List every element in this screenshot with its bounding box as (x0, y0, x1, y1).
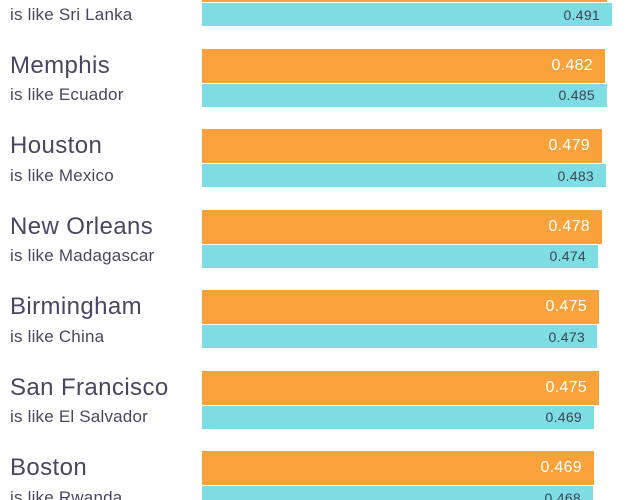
city-name: Houston (10, 132, 103, 159)
city-name: Boston (10, 454, 88, 481)
city-bar: 0.479 (202, 129, 602, 163)
comparison-row: Memphis is like Ecuador 0.482 0.485 (0, 48, 636, 107)
row-bars: 0.491 (202, 0, 612, 26)
row-bars: 0.475 0.473 (202, 290, 599, 348)
city-name: Memphis (10, 51, 111, 79)
comparison-row: is like Sri Lanka 0.491 (0, 0, 636, 26)
city-bar (202, 0, 607, 2)
city-value-label: 0.469 (540, 459, 582, 476)
city-bar: 0.478 (202, 209, 602, 244)
country-value-label: 0.483 (557, 167, 594, 184)
city-name: Birmingham (10, 293, 143, 320)
country-value-label: 0.474 (549, 248, 586, 264)
city-name: San Francisco (10, 373, 169, 401)
row-labels: Memphis is like Ecuador (10, 49, 200, 107)
country-value-label: 0.468 (544, 489, 581, 500)
country-bar: 0.474 (202, 244, 598, 268)
country-bar: 0.483 (202, 164, 606, 187)
comparison-row: Houston is like Mexico 0.479 0.483 (0, 129, 636, 187)
city-bar: 0.469 (202, 451, 594, 485)
row-labels: Boston is like Rwanda (10, 451, 200, 500)
row-labels: New Orleans is like Madagascar (10, 210, 200, 268)
row-bars: 0.479 0.483 (202, 129, 606, 187)
comparison-row: San Francisco is like El Salvador 0.475 … (0, 370, 636, 429)
city-value-label: 0.475 (545, 298, 587, 315)
comparison-label: is like Ecuador (10, 85, 124, 104)
country-bar: 0.485 (202, 83, 607, 107)
row-bars: 0.469 0.468 (202, 451, 594, 500)
country-value-label: 0.473 (548, 328, 585, 345)
city-name: New Orleans (10, 212, 154, 240)
city-name (10, 0, 200, 2)
city-value-label: 0.479 (548, 137, 590, 154)
city-bar: 0.475 (202, 290, 599, 324)
country-bar: 0.473 (202, 325, 597, 348)
comparison-label: is like China (10, 326, 105, 346)
row-labels: Houston is like Mexico (10, 129, 200, 187)
row-bars: 0.475 0.469 (202, 370, 599, 429)
comparison-row: New Orleans is like Madagascar 0.478 0.4… (0, 209, 636, 268)
comparison-label: is like Madagascar (10, 246, 155, 265)
city-value-label: 0.475 (545, 378, 587, 396)
city-bar: 0.475 (202, 370, 599, 405)
comparison-row: Birmingham is like China 0.475 0.473 (0, 290, 636, 348)
country-value-label: 0.485 (558, 87, 595, 103)
country-bar: 0.491 (202, 3, 612, 26)
row-labels: is like Sri Lanka (10, 0, 200, 26)
row-labels: San Francisco is like El Salvador (10, 371, 200, 429)
row-bars: 0.478 0.474 (202, 209, 602, 268)
comparison-label: is like El Salvador (10, 407, 148, 426)
comparison-label: is like Sri Lanka (10, 4, 133, 24)
city-value-label: 0.482 (551, 56, 593, 74)
country-value-label: 0.469 (545, 409, 582, 425)
country-value-label: 0.491 (563, 6, 600, 23)
comparison-row: Boston is like Rwanda 0.469 0.468 (0, 451, 636, 500)
comparison-label: is like Rwanda (10, 487, 123, 500)
country-bar: 0.469 (202, 405, 594, 429)
comparison-label: is like Mexico (10, 165, 114, 185)
row-bars: 0.482 0.485 (202, 48, 607, 107)
country-bar: 0.468 (202, 486, 593, 500)
city-bar: 0.482 (202, 48, 605, 83)
row-labels: Birmingham is like China (10, 290, 200, 348)
city-value-label: 0.478 (548, 217, 590, 235)
